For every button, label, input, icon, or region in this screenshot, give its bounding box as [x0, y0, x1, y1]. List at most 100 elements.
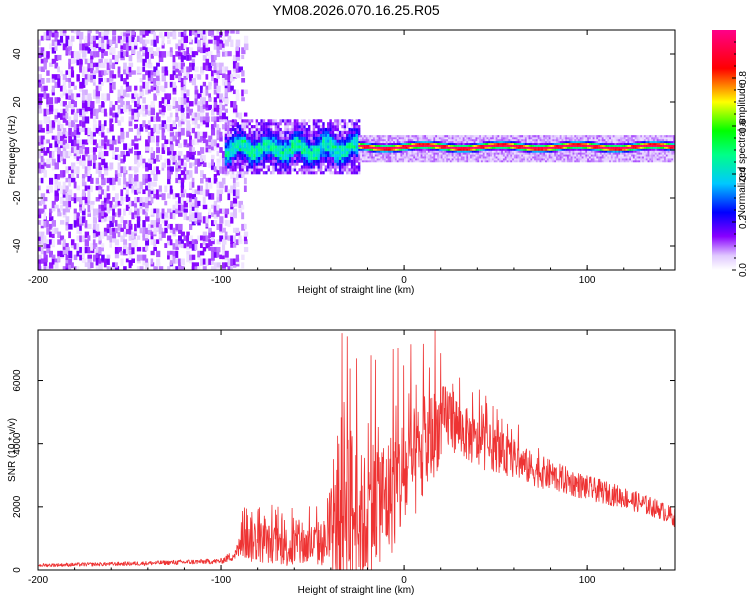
heatmap-cell — [38, 235, 42, 241]
heatmap-cell — [189, 258, 194, 264]
heatmap-cell — [442, 148, 445, 151]
heatmap-cell — [73, 30, 78, 34]
heatmap-cell — [197, 124, 201, 129]
heatmap-cell — [393, 148, 396, 151]
heatmap-cell — [139, 197, 144, 204]
heatmap-cell — [488, 160, 491, 163]
heatmap-cell — [480, 158, 483, 161]
heatmap-cell — [210, 250, 215, 258]
heatmap-cell — [532, 152, 535, 155]
heatmap-cell — [484, 160, 487, 163]
heatmap-cell — [194, 197, 198, 201]
heatmap-cell — [599, 158, 602, 161]
heatmap-cell — [437, 158, 440, 161]
heatmap-cell — [546, 160, 549, 163]
heatmap-cell — [543, 154, 546, 157]
heatmap-cell — [224, 165, 228, 169]
heatmap-cell — [493, 138, 496, 142]
heatmap-cell — [329, 133, 332, 137]
heatmap-cell — [279, 148, 282, 152]
heatmap-cell — [153, 51, 158, 57]
heatmap-cell — [537, 148, 540, 151]
heatmap-cell — [363, 158, 366, 161]
heatmap-cell — [81, 250, 85, 259]
heatmap-cell — [583, 156, 586, 159]
heatmap-cell — [246, 125, 249, 129]
heatmap-cell — [415, 135, 418, 138]
heatmap-cell — [570, 154, 573, 157]
heatmap-cell — [486, 144, 489, 147]
heatmap-cell — [117, 89, 122, 97]
heatmap-cell — [592, 142, 595, 145]
heatmap-cell — [312, 136, 316, 140]
heatmap-cell — [338, 139, 342, 143]
heatmap-cell — [180, 258, 185, 266]
heatmap-cell — [462, 148, 465, 151]
heatmap-cell — [296, 162, 299, 166]
heatmap-cell — [528, 146, 531, 149]
heatmap-cell — [172, 254, 176, 260]
heatmap-cell — [382, 140, 385, 144]
heatmap-cell — [84, 170, 88, 178]
heatmap-cell — [224, 78, 228, 86]
heatmap-cell — [502, 135, 505, 138]
heatmap-cell — [79, 85, 82, 92]
heatmap-cell — [592, 138, 595, 142]
heatmap-cell — [559, 160, 562, 163]
heatmap-cell — [103, 258, 109, 264]
heatmap-cell — [87, 170, 91, 177]
heatmap-cell — [153, 189, 157, 194]
heatmap-cell — [221, 150, 226, 159]
heatmap-cell — [554, 144, 557, 147]
heatmap-cell — [585, 144, 588, 147]
heatmap-cell — [38, 66, 42, 72]
heatmap-cell — [230, 170, 234, 177]
heatmap-cell — [156, 74, 160, 81]
heatmap-cell — [180, 243, 186, 249]
heatmap-cell — [150, 70, 155, 76]
heatmap-cell — [202, 62, 207, 71]
heatmap-cell — [109, 81, 113, 86]
heatmap-cell — [491, 152, 494, 155]
heatmap-cell — [394, 135, 397, 138]
heatmap-cell — [134, 89, 137, 94]
heatmap-cell — [491, 156, 494, 159]
heatmap-cell — [139, 254, 144, 261]
heatmap-cell — [139, 54, 143, 63]
heatmap-cell — [235, 231, 241, 236]
heatmap-cell — [605, 150, 608, 153]
heatmap-cell — [310, 145, 313, 149]
heatmap-cell — [189, 254, 193, 261]
heatmap-cell — [587, 144, 590, 147]
heatmap-cell — [451, 140, 454, 144]
heatmap-cell — [235, 39, 241, 47]
heatmap-cell — [365, 148, 368, 151]
heatmap-cell — [407, 146, 410, 149]
heatmap-cell — [431, 142, 434, 145]
heatmap-cell — [73, 243, 77, 250]
heatmap-cell — [526, 150, 529, 153]
heatmap-cell — [246, 156, 249, 160]
heatmap-cell — [172, 258, 177, 264]
heatmap-cell — [480, 152, 483, 155]
heatmap-cell — [73, 112, 78, 120]
heatmap-cell — [98, 208, 102, 213]
heatmap-cell — [382, 160, 385, 163]
heatmap-cell — [521, 150, 524, 153]
heatmap-cell — [543, 158, 546, 161]
heatmap-cell — [331, 171, 335, 175]
heatmap-cell — [411, 138, 414, 142]
heatmap-cell — [145, 258, 149, 263]
heatmap-cell — [150, 150, 156, 159]
heatmap-cell — [142, 246, 147, 252]
heatmap-cell — [448, 138, 451, 142]
heatmap-cell — [189, 54, 192, 61]
heatmap-cell — [355, 159, 358, 163]
heatmap-cell — [557, 150, 560, 153]
heatmap-cell — [48, 262, 54, 269]
heatmap-cell — [38, 51, 42, 59]
heatmap-cell — [513, 146, 516, 149]
heatmap-cell — [189, 150, 193, 158]
heatmap-cell — [158, 85, 163, 91]
heatmap-cell — [355, 156, 358, 160]
